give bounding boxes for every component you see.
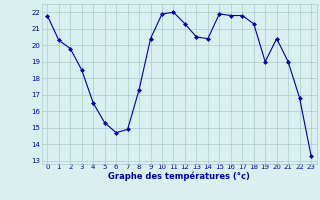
X-axis label: Graphe des températures (°c): Graphe des températures (°c): [108, 171, 250, 181]
